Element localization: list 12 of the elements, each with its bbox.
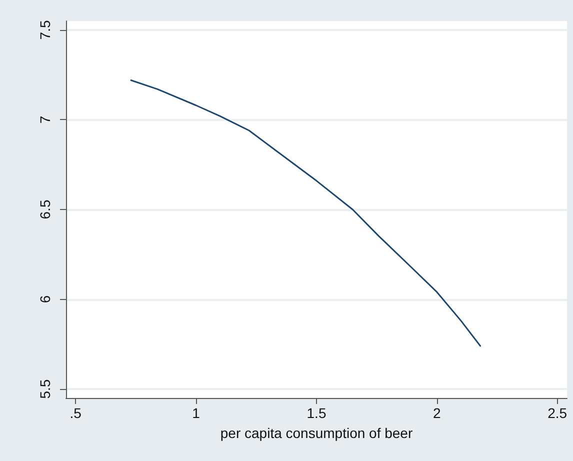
y-tick-label: 5.5 — [37, 379, 53, 399]
x-tick-label: 2 — [433, 405, 442, 421]
x-tick-label: 1.5 — [306, 405, 326, 421]
x-tick-label: 1 — [192, 405, 200, 421]
y-tick-label: 7 — [37, 116, 53, 124]
y-tick-label: 6 — [37, 295, 53, 304]
line-series — [130, 79, 482, 347]
x-tick-label: 2.5 — [548, 405, 568, 421]
y-tick-label: 6.5 — [37, 200, 53, 220]
y-tick-label: 7.5 — [37, 20, 53, 40]
x-tick-label: .5 — [70, 405, 82, 421]
x-axis-title: per capita consumption of beer — [220, 425, 413, 441]
